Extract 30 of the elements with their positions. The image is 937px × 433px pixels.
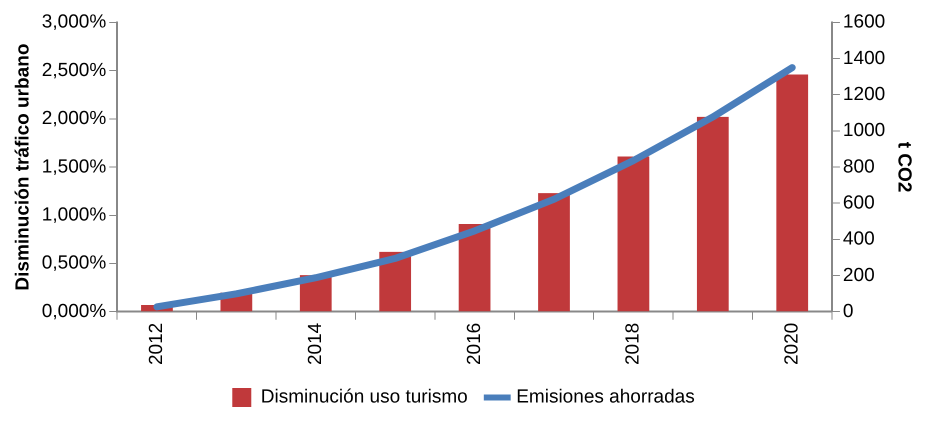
bar xyxy=(776,74,808,312)
y2-axis-title: t CO2 xyxy=(893,142,914,192)
y2-tick-label: 600 xyxy=(842,192,875,214)
y2-tick-label: 1000 xyxy=(842,120,886,142)
bar xyxy=(618,156,650,312)
y-tick-label: 1,000% xyxy=(42,204,106,226)
y2-tick-label: 1600 xyxy=(842,12,886,33)
y2-tick-label: 400 xyxy=(842,228,875,250)
legend-label: Emisiones ahorradas xyxy=(516,386,695,408)
y2-tick-label: 1400 xyxy=(842,48,886,69)
y2-tick-label: 0 xyxy=(842,300,854,322)
bar xyxy=(458,224,490,312)
x-tick-label: 2012 xyxy=(146,322,168,366)
y2-tick-label: 200 xyxy=(842,264,875,286)
y-tick-label: 3,000% xyxy=(42,12,106,33)
legend-label: Disminución uso turismo xyxy=(260,386,468,408)
y-tick-label: 2,000% xyxy=(42,108,106,130)
y2-tick-label: 800 xyxy=(842,156,875,178)
y-axis-title: Disminución tráfico urbano xyxy=(12,44,34,291)
y-tick-label: 1,500% xyxy=(42,156,106,178)
x-tick-label: 2016 xyxy=(464,322,485,366)
bar xyxy=(538,193,570,312)
y-tick-label: 2,500% xyxy=(42,60,106,81)
x-tick-label: 2018 xyxy=(622,322,644,366)
y-tick-label: 0,000% xyxy=(42,300,106,322)
x-tick-label: 2020 xyxy=(781,322,802,366)
bar xyxy=(696,116,729,312)
y-tick-label: 0,500% xyxy=(42,252,106,274)
y2-tick-label: 1200 xyxy=(842,84,886,105)
x-tick-label: 2014 xyxy=(305,322,326,366)
